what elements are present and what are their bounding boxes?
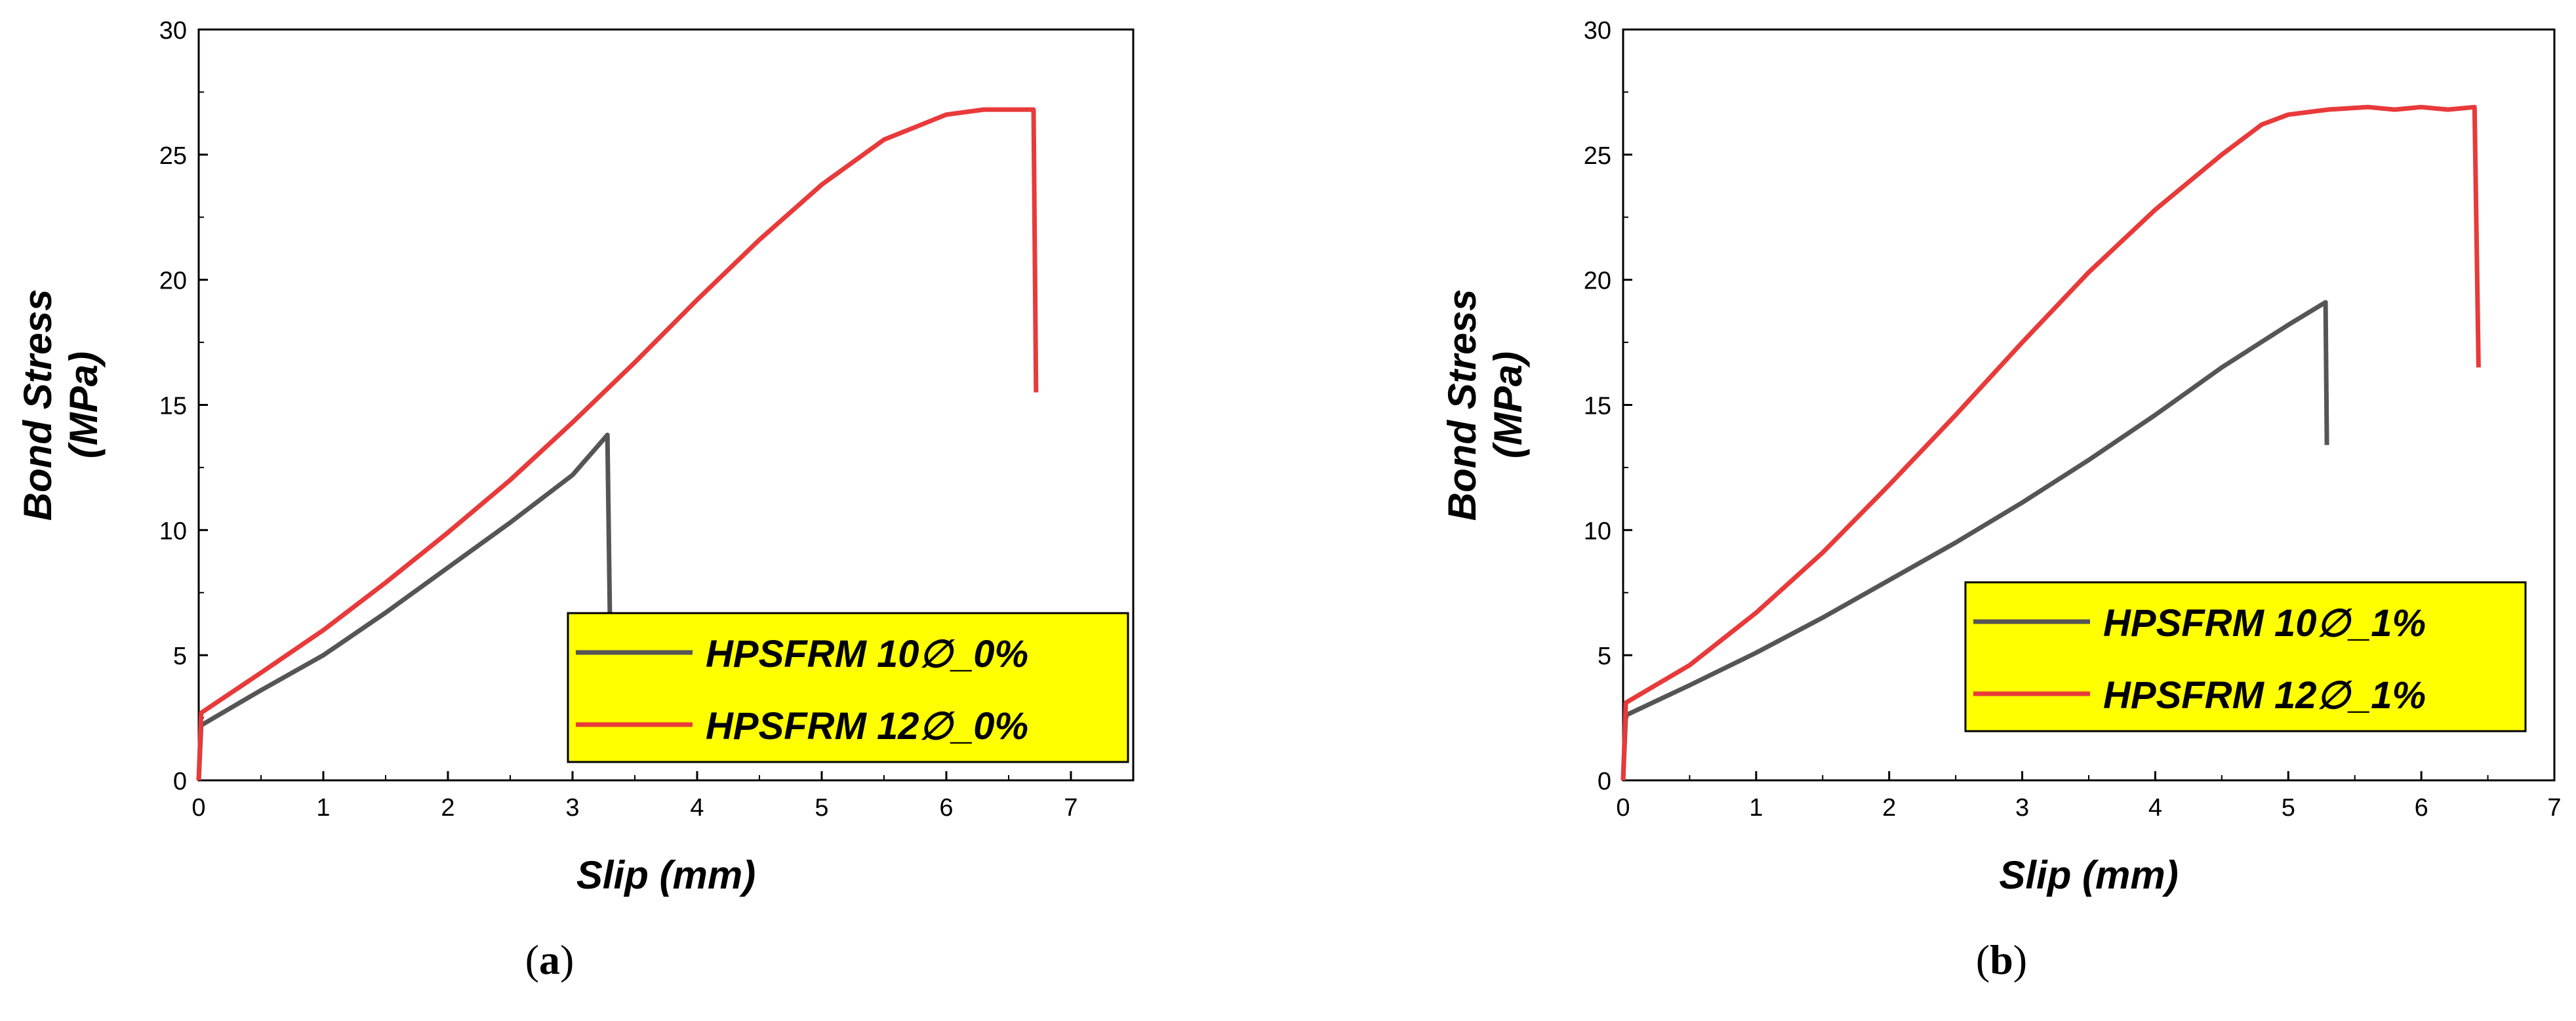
x-tick-label: 2 xyxy=(1882,794,1896,822)
x-tick-label: 5 xyxy=(815,794,828,822)
y-axis-title: Bond Stress xyxy=(16,289,60,521)
y-tick-label: 0 xyxy=(173,768,187,795)
x-tick-label: 4 xyxy=(690,794,704,822)
panel-label-close: ) xyxy=(2013,936,2027,983)
y-axis-unit: (MPa) xyxy=(1486,351,1530,458)
x-tick-label: 7 xyxy=(2547,794,2561,822)
x-tick-label: 0 xyxy=(1616,794,1630,822)
y-tick-label: 20 xyxy=(159,268,187,295)
series-line-1 xyxy=(196,432,613,781)
y-axis-title: Bond Stress xyxy=(1440,289,1484,521)
legend: HPSFRM 10∅_0% HPSFRM 12∅_0% xyxy=(567,612,1129,763)
y-axis-unit: (MPa) xyxy=(62,351,106,458)
y-tick-label: 10 xyxy=(1584,517,1611,545)
panel-label: (b) xyxy=(1976,936,2027,983)
y-tick-label: 30 xyxy=(1584,17,1611,45)
legend-box xyxy=(567,612,1129,763)
legend-label-1: HPSFRM 10∅_0% xyxy=(706,633,1028,675)
series-line-2 xyxy=(196,107,1039,781)
panel-label: (a) xyxy=(525,936,574,983)
x-tick-label: 6 xyxy=(2415,794,2428,822)
panel-label-letter: a xyxy=(539,936,560,983)
x-tick-label: 2 xyxy=(441,794,454,822)
panel-label-letter: b xyxy=(1990,936,2013,983)
chart-panel-a: 0 1 2 3 4 5 6 7 0 5 10 15 20 25 30 Slip (mm) Bond Stress… xyxy=(16,17,1135,983)
y-tick-label: 20 xyxy=(1584,268,1611,295)
panel-label-open: ( xyxy=(1976,936,1990,983)
legend-label-2: HPSFRM 12∅_0% xyxy=(706,705,1028,748)
x-tick-label: 3 xyxy=(2015,794,2029,822)
x-tick-label: 7 xyxy=(1064,794,1077,822)
y-tick-label: 5 xyxy=(173,643,187,670)
x-tick-label: 1 xyxy=(1749,794,1763,822)
x-tick-label: 3 xyxy=(565,794,579,822)
x-axis-title: Slip (mm) xyxy=(1999,853,2178,897)
x-tick-label: 4 xyxy=(2148,794,2162,822)
x-tick-label: 0 xyxy=(191,794,205,822)
x-tick-label: 5 xyxy=(2282,794,2295,822)
legend-label-1: HPSFRM 10∅_1% xyxy=(2103,602,2426,645)
x-tick-label: 1 xyxy=(316,794,330,822)
legend-box xyxy=(1964,581,2527,732)
y-tick-label: 25 xyxy=(1584,142,1611,170)
series-line-1 xyxy=(1620,300,2329,781)
series-line-2 xyxy=(1620,104,2481,781)
y-tick-label: 25 xyxy=(159,142,187,170)
panel-label-close: ) xyxy=(560,936,574,983)
chart-panel-b: 0 1 2 3 4 5 6 7 0 5 10 15 20 25 30 Slip (mm) Bond Stress… xyxy=(1440,17,2562,983)
y-tick-label: 5 xyxy=(1598,643,1611,670)
y-tick-label: 15 xyxy=(159,393,187,420)
x-tick-label: 6 xyxy=(939,794,953,822)
x-axis-title: Slip (mm) xyxy=(576,853,755,897)
legend-label-2: HPSFRM 12∅_1% xyxy=(2103,674,2426,717)
y-tick-label: 15 xyxy=(1584,393,1611,420)
legend: HPSFRM 10∅_1% HPSFRM 12∅_1% xyxy=(1964,581,2527,732)
y-tick-label: 10 xyxy=(159,517,187,545)
y-tick-label: 0 xyxy=(1598,768,1611,795)
panel-label-open: ( xyxy=(525,936,539,983)
y-tick-label: 30 xyxy=(159,17,187,45)
